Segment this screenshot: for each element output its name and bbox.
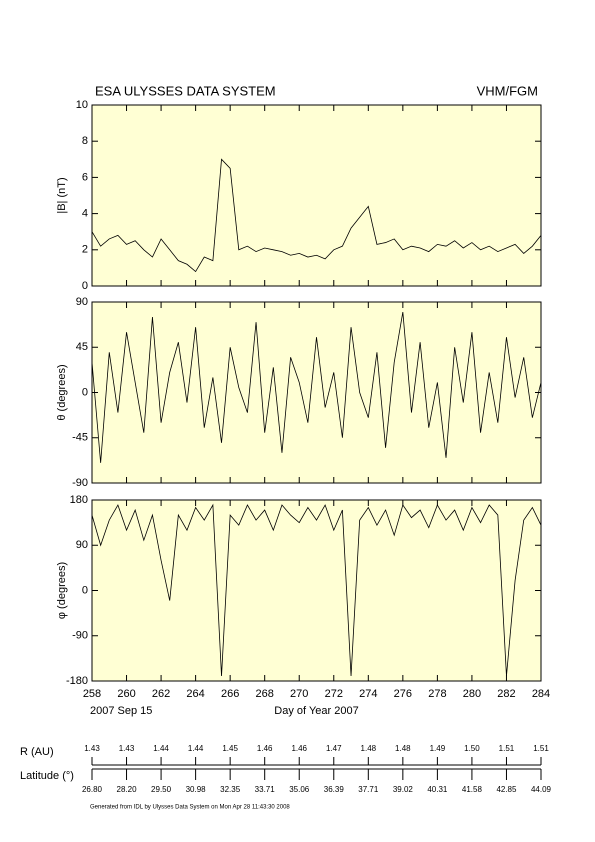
ephemeris-value: 1.45 <box>222 744 238 753</box>
ephemeris-label: R (AU) <box>20 746 54 758</box>
ephemeris-value: 1.47 <box>326 744 342 753</box>
ephemeris-value: 37.71 <box>358 785 379 794</box>
data-line <box>91 158 542 273</box>
y-tick-label: 0 <box>82 280 88 292</box>
header-instrument: VHM/FGM <box>477 83 538 98</box>
x-tick-label: 274 <box>359 688 377 700</box>
ephemeris-value: 1.43 <box>119 744 135 753</box>
ephemeris-value: 35.06 <box>289 785 310 794</box>
ephemeris-value: 1.51 <box>533 744 549 753</box>
x-tick-label: 272 <box>325 688 343 700</box>
data-line <box>91 311 542 463</box>
x-tick-label: 276 <box>394 688 412 700</box>
plot-area <box>92 500 541 681</box>
ephemeris-value: 39.02 <box>393 785 414 794</box>
header-title: ESA ULYSSES DATA SYSTEM <box>95 83 276 98</box>
ephemeris-value: 28.20 <box>117 785 138 794</box>
x-tick-label: 258 <box>83 688 101 700</box>
y-tick-label: 0 <box>82 584 88 596</box>
y-tick-label: 10 <box>76 99 88 111</box>
x-tick-label: 262 <box>152 688 170 700</box>
x-tick-label: 282 <box>497 688 515 700</box>
footer: Generated from IDL by Ulysses Data Syste… <box>90 805 290 811</box>
x-axis-label: Day of Year 2007 <box>274 705 358 717</box>
y-tick-label: -45 <box>72 432 88 444</box>
ephemeris-value: 1.44 <box>153 744 169 753</box>
y-tick-label: -180 <box>66 675 88 687</box>
ephemeris-value: 33.71 <box>255 785 276 794</box>
ephemeris-value: 26.80 <box>82 785 103 794</box>
data-line <box>91 503 542 677</box>
y-tick-label: 8 <box>82 135 88 147</box>
y-tick-label: 45 <box>76 341 88 353</box>
x-tick-label: 280 <box>463 688 481 700</box>
x-tick-label: 266 <box>221 688 239 700</box>
y-tick-label: 180 <box>70 494 88 506</box>
y-tick-label: -90 <box>72 630 88 642</box>
x-tick-label: 264 <box>186 688 204 700</box>
y-tick-label: 0 <box>82 386 88 398</box>
y-tick-label: 90 <box>76 296 88 308</box>
date-label: 2007 Sep 15 <box>90 705 152 717</box>
y-tick-label: 6 <box>82 171 88 183</box>
ephemeris-value: 40.31 <box>427 785 448 794</box>
y-tick-label: 4 <box>82 208 88 220</box>
y-axis-label: φ (degrees) <box>56 562 68 619</box>
plot-area <box>92 105 541 286</box>
x-tick-label: 268 <box>256 688 274 700</box>
plot-area <box>92 302 541 483</box>
ephemeris-value: 1.48 <box>361 744 377 753</box>
ephemeris-value: 44.09 <box>531 785 552 794</box>
y-tick-label: 90 <box>76 539 88 551</box>
ephemeris-label: Latitude (°) <box>20 770 74 782</box>
ephemeris-value: 1.44 <box>188 744 204 753</box>
ephemeris-value: 30.98 <box>186 785 207 794</box>
ephemeris-value: 1.50 <box>464 744 480 753</box>
ephemeris-value: 1.51 <box>499 744 515 753</box>
ephemeris-value: 41.58 <box>462 785 483 794</box>
y-tick-label: -90 <box>72 477 88 489</box>
ephemeris-value: 1.48 <box>395 744 411 753</box>
y-axis-label: |B| (nT) <box>56 177 68 213</box>
x-tick-label: 260 <box>117 688 135 700</box>
plot-frame <box>91 104 542 287</box>
y-tick-label: 2 <box>82 244 88 256</box>
ephemeris-value: 1.46 <box>257 744 273 753</box>
x-tick-label: 278 <box>428 688 446 700</box>
ephemeris-value: 36.39 <box>324 785 345 794</box>
y-axis-label: θ (degrees) <box>56 364 68 420</box>
ephemeris-value: 1.49 <box>430 744 446 753</box>
ephemeris-value: 1.46 <box>291 744 307 753</box>
x-tick-label: 270 <box>290 688 308 700</box>
x-tick-label: 284 <box>532 688 550 700</box>
ephemeris-value: 29.50 <box>151 785 172 794</box>
ephemeris-value: 42.85 <box>496 785 517 794</box>
ephemeris-value: 1.43 <box>84 744 100 753</box>
ephemeris-value: 32.35 <box>220 785 241 794</box>
